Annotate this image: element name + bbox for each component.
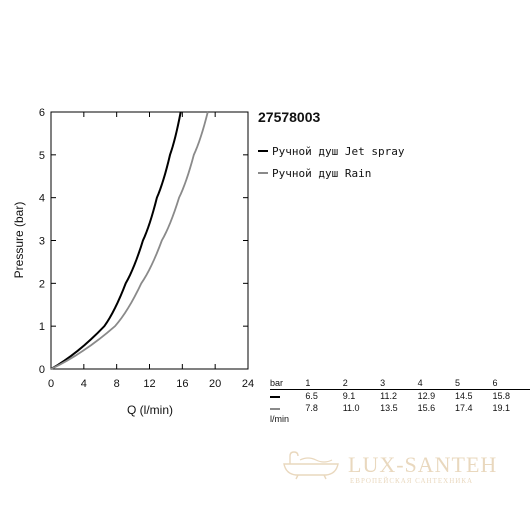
flow-table-col: 4	[417, 377, 456, 390]
y-tick-label: 4	[39, 193, 45, 205]
watermark-logo: LUX-SANTEH ЕВРОПЕЙСКАЯ САНТЕХНИКА	[280, 450, 497, 485]
y-tick-label: 5	[39, 150, 45, 162]
legend-swatch-jet-spray	[258, 150, 268, 152]
flow-table-cell: 7.8	[305, 403, 318, 413]
bathtub-icon	[283, 451, 339, 480]
flow-table-row-swatch-cell	[270, 402, 305, 414]
plot-frame	[50, 111, 249, 370]
legend-item-jet-spray: Ручной душ Jet spray	[258, 140, 404, 162]
flow-table-cell: 13.5	[380, 403, 398, 413]
y-tick-label: 3	[39, 236, 45, 248]
chart-axes	[50, 111, 249, 370]
flow-table-row-swatch-cell	[270, 390, 305, 403]
legend-label-rain: Ручной душ Rain	[272, 166, 372, 180]
flow-table-cell: 12.9	[417, 391, 436, 401]
flow-table-col: 3	[380, 377, 418, 390]
legend-swatch-rain	[258, 172, 268, 174]
x-tick-label: 12	[143, 378, 155, 390]
flow-table-row-rain: 7.8 11.0 13.5 15.6 17.4 19.1	[270, 402, 530, 414]
flow-table-cell: 9.1	[342, 391, 356, 401]
flow-table-col: 1	[305, 377, 343, 390]
legend: Ручной душ Jet spray Ручной душ Rain	[258, 140, 404, 184]
y-tick-label: 6	[39, 107, 45, 119]
watermark-tagline: ЕВРОПЕЙСКАЯ САНТЕХНИКА	[350, 477, 474, 485]
legend-item-rain: Ручной душ Rain	[258, 162, 404, 184]
x-tick-label: 24	[242, 378, 254, 390]
flow-table-cell: 6.5	[305, 391, 318, 401]
x-tick-label: 20	[209, 378, 221, 390]
y-tick-label: 1	[39, 321, 45, 333]
watermark-row: LUX-SANTEH	[280, 450, 497, 480]
flow-table-row-swatch	[270, 395, 280, 398]
flow-table-col: 6	[492, 377, 530, 390]
x-axis-title: Q (l/min)	[127, 403, 173, 417]
flow-table-cell: 19.1	[492, 403, 511, 413]
series-line-jet-spray	[50, 111, 182, 370]
flow-table-unit-label: l/min	[270, 414, 290, 424]
flow-table-row-swatch	[270, 407, 280, 410]
flow-table-header-label: bar	[270, 377, 306, 390]
x-tick-label: 0	[48, 378, 54, 390]
product-code: 27578003	[258, 109, 321, 125]
x-tick-label: 4	[81, 378, 87, 390]
chart-series	[50, 111, 209, 370]
flow-table: bar 1 2 3 4 5 6 6.5 9.1 11.2 12.9 14.5 1…	[270, 377, 530, 414]
flow-table-col: 2	[342, 377, 381, 390]
x-tick-label: 16	[176, 378, 188, 390]
y-tick-label: 2	[39, 278, 45, 290]
flow-table-col: 5	[455, 377, 493, 390]
flow-table-cell: 14.5	[455, 391, 473, 401]
legend-label-jet-spray: Ручной душ Jet spray	[272, 144, 405, 158]
series-line-rain	[50, 111, 209, 370]
x-tick-label: 8	[114, 378, 120, 390]
flow-table-header: bar 1 2 3 4 5 6	[270, 377, 530, 390]
watermark-name: LUX-SANTEH	[348, 452, 498, 477]
flow-table-cell: 15.8	[492, 391, 511, 401]
flow-table-cell: 11.0	[342, 403, 360, 413]
flow-table-cell: 17.4	[455, 403, 473, 413]
y-tick-label: 0	[39, 364, 45, 376]
flow-table-cell: 15.6	[417, 403, 436, 413]
flow-table-cell: 11.2	[380, 391, 397, 401]
flow-table-row-jet-spray: 6.5 9.1 11.2 12.9 14.5 15.8	[270, 390, 530, 403]
y-axis-title: Pressure (bar)	[12, 202, 26, 279]
